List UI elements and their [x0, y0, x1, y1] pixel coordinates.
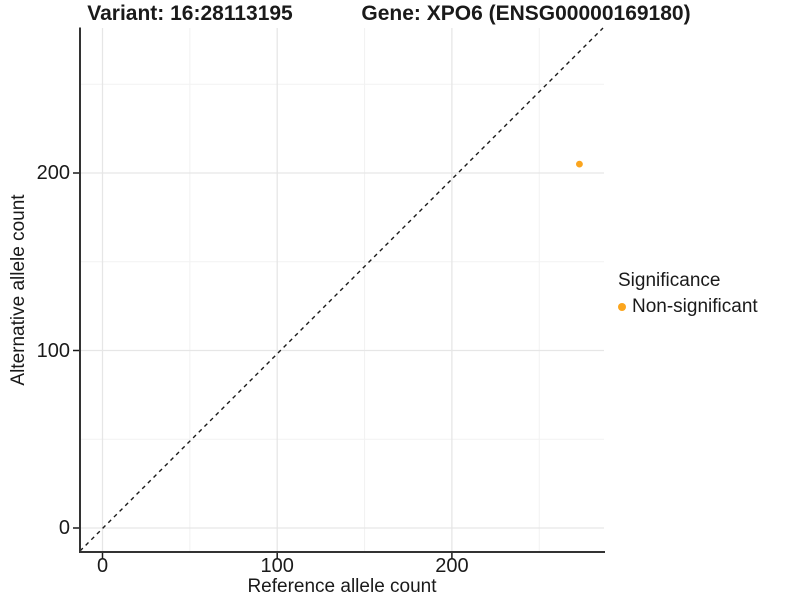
identity-reference-line — [79, 27, 604, 552]
legend-point-swatch-icon — [618, 303, 626, 311]
data-point — [576, 160, 583, 168]
plot-title-variant: Variant: 16:28113195 — [87, 2, 293, 25]
x-axis-title: Reference allele count — [247, 576, 437, 597]
plot-panel — [80, 28, 604, 552]
x-tick-label: 200 — [435, 555, 469, 577]
y-tick-label: 100 — [36, 339, 70, 362]
y-tick-label: 200 — [36, 162, 70, 184]
x-tick-label: 100 — [260, 555, 294, 577]
legend-title: Significance — [618, 270, 721, 291]
legend: Significance Non-significant — [618, 269, 758, 318]
x-tick-label: 0 — [96, 555, 109, 577]
y-tick-label: 0 — [58, 517, 70, 539]
legend-item-non-significant: Non-significant — [618, 296, 758, 318]
legend-item-label: Non-significant — [632, 296, 758, 317]
plot-title-gene: Gene: XPO6 (ENSG00000169180) — [361, 2, 691, 25]
